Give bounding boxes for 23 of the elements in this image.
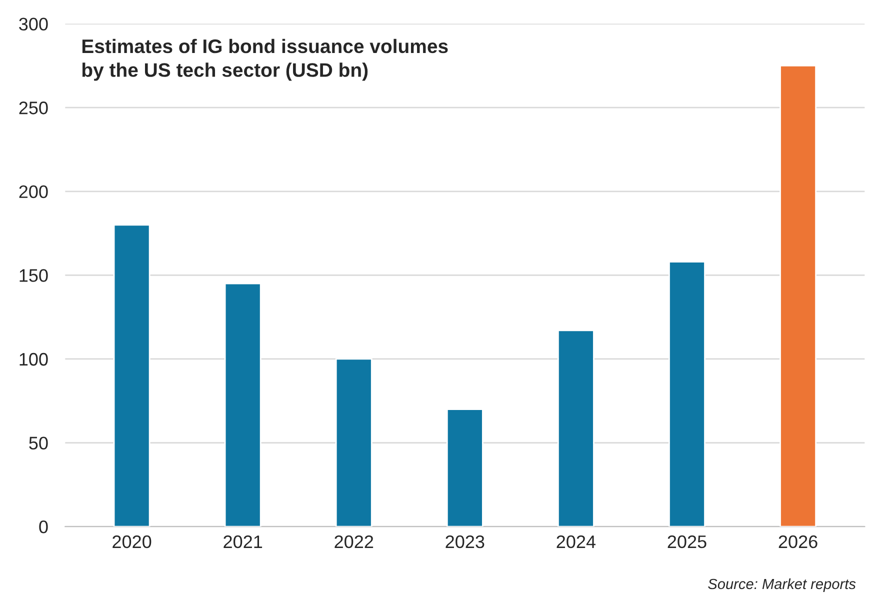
text: Estimates of IG bond issuance volumes by the US tech sector (USD bn)	[82, 38, 448, 81]
y-tick-label: 250	[19, 102, 48, 114]
source-note: Source: Market reports	[708, 578, 856, 592]
x-tick-label: 2024	[556, 535, 596, 548]
bar	[668, 261, 706, 527]
bar	[335, 358, 372, 527]
y-tick-label: 300	[19, 18, 48, 31]
x-tick-label: 2021	[224, 535, 262, 548]
y-tick-label: 0	[39, 520, 48, 534]
y-tick-label: 100	[20, 352, 48, 366]
x-tick-label: 2020	[112, 535, 152, 548]
bar	[113, 224, 150, 527]
y-tick-label: 200	[19, 185, 48, 198]
bar	[780, 65, 816, 527]
bar	[224, 282, 262, 527]
y-tick-label: 50	[29, 436, 48, 450]
x-tick-label: 2022	[334, 535, 374, 548]
x-tick-label: 2026	[778, 535, 818, 548]
bar	[446, 408, 484, 527]
x-tick-label: 2023	[446, 535, 484, 548]
bar	[557, 330, 594, 527]
x-tick-label: 2025	[668, 535, 706, 548]
y-tick-label: 150	[20, 269, 48, 282]
